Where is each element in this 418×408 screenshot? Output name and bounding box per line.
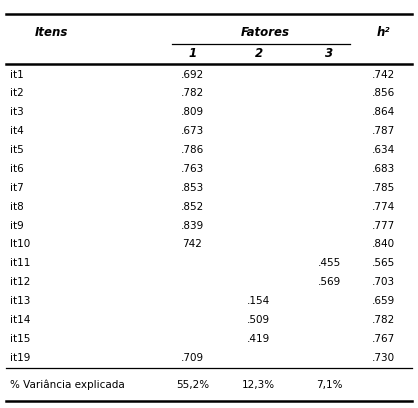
Text: it4: it4 [10,126,23,136]
Text: .782: .782 [181,89,204,98]
Text: .774: .774 [372,202,395,212]
Text: .683: .683 [372,164,395,174]
Text: .455: .455 [318,258,341,268]
Text: it5: it5 [10,145,23,155]
Text: it9: it9 [10,220,23,231]
Text: .853: .853 [181,183,204,193]
Text: it8: it8 [10,202,23,212]
Text: it3: it3 [10,107,23,118]
Text: 55,2%: 55,2% [176,380,209,390]
Text: Itens: Itens [35,27,68,40]
Text: .786: .786 [181,145,204,155]
Text: it7: it7 [10,183,23,193]
Text: 2: 2 [255,47,263,60]
Text: 742: 742 [182,239,202,249]
Text: .777: .777 [372,220,395,231]
Text: .856: .856 [372,89,395,98]
Text: .509: .509 [247,315,270,325]
Text: it19: it19 [10,353,30,363]
Text: .634: .634 [372,145,395,155]
Text: 7,1%: 7,1% [316,380,343,390]
Text: .852: .852 [181,202,204,212]
Text: 12,3%: 12,3% [242,380,275,390]
Text: .767: .767 [372,334,395,344]
Text: it15: it15 [10,334,30,344]
Text: .763: .763 [181,164,204,174]
Text: .839: .839 [181,220,204,231]
Text: .673: .673 [181,126,204,136]
Text: it6: it6 [10,164,23,174]
Text: .742: .742 [372,70,395,80]
Text: it1: it1 [10,70,23,80]
Text: 3: 3 [325,47,334,60]
Text: % Variância explicada: % Variância explicada [10,379,125,390]
Text: 1: 1 [189,47,196,60]
Text: .809: .809 [181,107,204,118]
Text: it2: it2 [10,89,23,98]
Text: .840: .840 [372,239,395,249]
Text: .419: .419 [247,334,270,344]
Text: .709: .709 [181,353,204,363]
Text: .864: .864 [372,107,395,118]
Text: .730: .730 [372,353,395,363]
Text: it12: it12 [10,277,30,287]
Text: .154: .154 [247,296,270,306]
Text: it14: it14 [10,315,30,325]
Text: it11: it11 [10,258,30,268]
Text: .659: .659 [372,296,395,306]
Text: .787: .787 [372,126,395,136]
Text: .565: .565 [372,258,395,268]
Text: .782: .782 [372,315,395,325]
Text: .569: .569 [318,277,341,287]
Text: h²: h² [377,27,390,40]
Text: .692: .692 [181,70,204,80]
Text: .785: .785 [372,183,395,193]
Text: It10: It10 [10,239,30,249]
Text: .703: .703 [372,277,395,287]
Text: Fatores: Fatores [240,27,290,40]
Text: it13: it13 [10,296,30,306]
